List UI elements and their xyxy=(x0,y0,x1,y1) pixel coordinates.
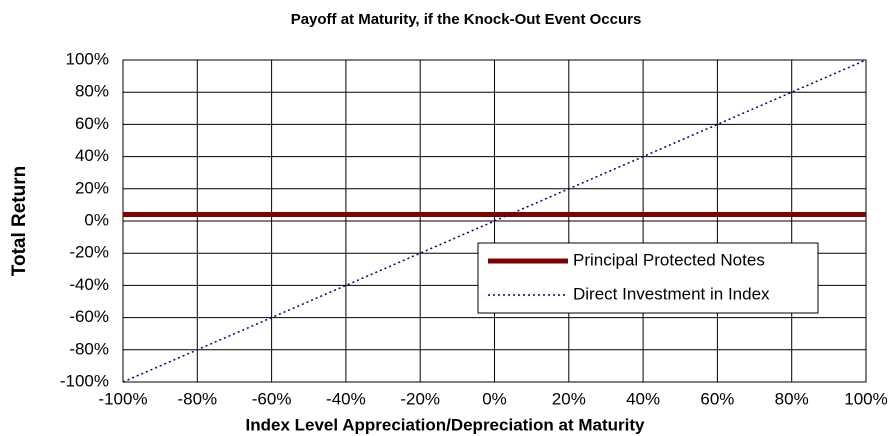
y-tick-label: -80% xyxy=(69,339,109,358)
x-tick-label: 40% xyxy=(626,389,660,408)
y-tick-label: 100% xyxy=(66,49,109,68)
y-tick-label: -60% xyxy=(69,307,109,326)
y-tick-label: 80% xyxy=(75,82,109,101)
x-tick-label: -40% xyxy=(326,389,366,408)
x-tick-label: -100% xyxy=(98,389,147,408)
x-tick-label: 80% xyxy=(775,389,809,408)
x-tick-label: -20% xyxy=(400,389,440,408)
y-tick-label: -100% xyxy=(60,371,109,390)
x-tick-label: 100% xyxy=(844,389,887,408)
y-tick-label: 0% xyxy=(84,210,109,229)
legend-label: Principal Protected Notes xyxy=(573,250,765,269)
y-tick-label: -40% xyxy=(69,275,109,294)
legend-box xyxy=(477,242,819,314)
legend-label: Direct Investment in Index xyxy=(573,284,770,303)
y-tick-label: 60% xyxy=(75,114,109,133)
y-tick-label: 20% xyxy=(75,178,109,197)
x-tick-label: -80% xyxy=(177,389,217,408)
x-tick-label: 20% xyxy=(552,389,586,408)
y-axis-label: Total Return xyxy=(9,166,30,276)
y-tick-label: 40% xyxy=(75,146,109,165)
x-axis-label: Index Level Appreciation/Depreciation at… xyxy=(246,415,646,434)
x-tick-label: -60% xyxy=(252,389,292,408)
chart-title: Payoff at Maturity, if the Knock-Out Eve… xyxy=(291,11,642,28)
x-tick-label: 60% xyxy=(700,389,734,408)
x-tick-label: 0% xyxy=(482,389,507,408)
y-tick-label: -20% xyxy=(69,243,109,262)
